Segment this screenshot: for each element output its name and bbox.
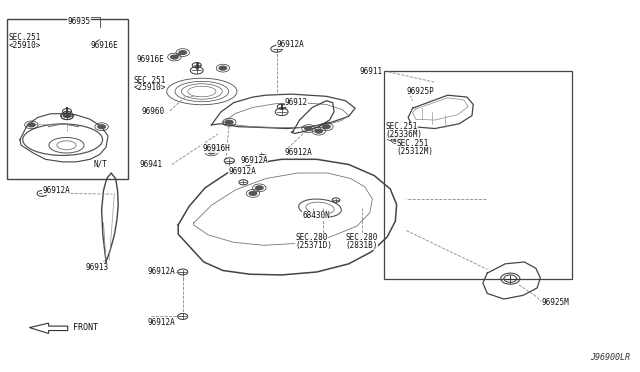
Text: 96913: 96913	[86, 263, 109, 272]
Circle shape	[97, 124, 106, 129]
Text: <25910>: <25910>	[134, 83, 166, 92]
Text: 96925M: 96925M	[541, 298, 570, 307]
Text: (25371D): (25371D)	[296, 241, 333, 250]
Circle shape	[322, 124, 331, 129]
Text: 96941: 96941	[140, 160, 163, 169]
Bar	[384, 71, 572, 279]
Text: 96912A: 96912A	[42, 186, 70, 195]
Text: 96911: 96911	[360, 67, 383, 76]
Text: 96912: 96912	[285, 98, 308, 107]
Text: N/T: N/T	[93, 159, 107, 168]
Text: SEC.251: SEC.251	[397, 139, 429, 148]
Text: J96900LR: J96900LR	[589, 353, 630, 362]
Text: 96912A: 96912A	[285, 148, 312, 157]
Circle shape	[314, 129, 323, 134]
Circle shape	[170, 54, 179, 60]
Text: 68430N: 68430N	[302, 211, 330, 220]
Polygon shape	[29, 323, 68, 334]
Circle shape	[394, 137, 403, 142]
Circle shape	[207, 149, 216, 154]
Text: 96912A: 96912A	[276, 40, 305, 49]
Text: (25312M): (25312M)	[397, 147, 434, 155]
Text: 96916E: 96916E	[90, 41, 118, 51]
Text: SEC.251: SEC.251	[385, 122, 417, 131]
Text: 96960: 96960	[141, 108, 164, 116]
Text: 96912A: 96912A	[228, 167, 256, 176]
Text: SEC.251: SEC.251	[9, 33, 42, 42]
Circle shape	[304, 126, 313, 131]
Text: 96916H: 96916H	[202, 144, 230, 153]
Circle shape	[388, 135, 397, 140]
Circle shape	[248, 191, 257, 196]
Text: 96912A: 96912A	[240, 155, 268, 164]
Text: 96935: 96935	[68, 17, 91, 26]
Text: 96912A: 96912A	[148, 267, 175, 276]
Circle shape	[218, 65, 227, 71]
Circle shape	[255, 185, 264, 190]
Text: (2831B): (2831B)	[346, 241, 378, 250]
Circle shape	[63, 113, 72, 118]
Text: SEC.280: SEC.280	[346, 233, 378, 243]
Text: <25910>: <25910>	[9, 41, 42, 51]
Text: 96916E: 96916E	[136, 55, 164, 64]
Text: 96925P: 96925P	[407, 87, 435, 96]
Circle shape	[213, 145, 222, 151]
Circle shape	[225, 120, 234, 125]
Text: (25336M): (25336M)	[385, 129, 422, 139]
Text: FRONT: FRONT	[73, 323, 98, 332]
Circle shape	[178, 50, 187, 55]
Bar	[7, 19, 129, 179]
Text: SEC.251: SEC.251	[134, 76, 166, 84]
Text: SEC.280: SEC.280	[296, 233, 328, 243]
Text: 96912A: 96912A	[148, 318, 175, 327]
Circle shape	[27, 122, 36, 128]
